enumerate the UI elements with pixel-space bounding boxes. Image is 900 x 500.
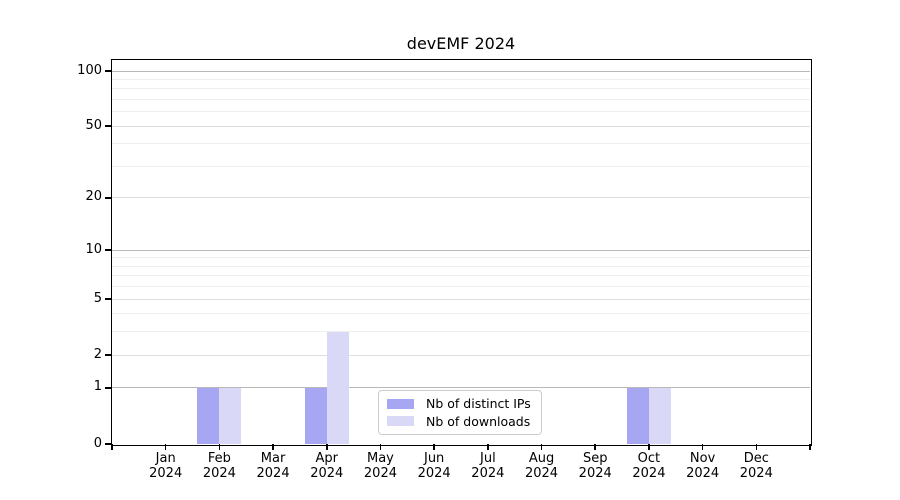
x-tick — [433, 444, 435, 450]
x-tick — [164, 444, 167, 450]
x-tick — [487, 444, 489, 450]
x-tick-label: Jul 2024 — [471, 451, 505, 481]
gridline-minor — [112, 265, 810, 267]
x-tick-label: Nov 2024 — [686, 451, 720, 481]
x-tick-label: Sep 2024 — [578, 451, 612, 481]
gridline-minor — [112, 165, 810, 167]
x-tick — [755, 444, 758, 450]
x-tick — [648, 444, 650, 450]
gridline-minor — [112, 111, 810, 113]
x-tick-label: Jun 2024 — [417, 451, 451, 481]
x-tick-label: Feb 2024 — [202, 451, 236, 481]
x-tick-label: Aug 2024 — [524, 451, 559, 481]
x-tick-label: Jan 2024 — [149, 451, 183, 481]
gridline-minor — [112, 286, 810, 288]
y-tick — [105, 125, 112, 127]
y-tick-label: 10 — [85, 241, 102, 257]
gridline-minor — [112, 275, 810, 277]
x-tick-label: Mar 2024 — [256, 451, 290, 481]
y-tick-label: 5 — [93, 290, 102, 306]
x-tick — [218, 444, 221, 450]
gridline-minor — [112, 98, 810, 100]
y-tick-label: 1 — [93, 379, 102, 395]
x-tick-label: May 2024 — [363, 451, 397, 481]
gridline-major — [112, 387, 810, 389]
y-tick-label: 50 — [85, 117, 102, 133]
chart-title: devEMF 2024 — [406, 34, 516, 53]
y-tick — [105, 387, 112, 389]
gridline-minor — [112, 197, 810, 199]
x-tick — [326, 444, 328, 450]
legend-label: Nb of downloads — [426, 413, 531, 429]
x-tick — [809, 444, 811, 450]
gridline-minor — [112, 78, 810, 80]
bar-downloads-feb — [219, 387, 242, 444]
y-tick — [105, 443, 112, 445]
y-tick — [105, 354, 112, 356]
legend-swatch-distinct-ips — [387, 398, 414, 409]
gridline-minor — [112, 257, 810, 259]
legend: Nb of distinct IPs Nb of downloads — [378, 390, 542, 435]
legend-item-downloads: Nb of downloads — [387, 414, 533, 429]
legend-item-distinct-ips: Nb of distinct IPs — [387, 396, 533, 411]
x-tick-label: Oct 2024 — [632, 451, 666, 481]
gridline-minor — [112, 143, 810, 145]
bar-distinct-ips-oct — [626, 387, 649, 444]
y-tick — [105, 298, 112, 300]
y-tick-label: 0 — [93, 435, 102, 451]
gridline-minor — [112, 88, 810, 90]
x-tick — [111, 444, 113, 450]
y-tick-label: 2 — [93, 346, 102, 362]
bar-distinct-ips-feb — [197, 387, 220, 444]
gridline-major — [112, 70, 810, 72]
gridline-minor — [112, 313, 810, 315]
legend-label: Nb of distinct IPs — [426, 396, 531, 412]
x-tick-label: Dec 2024 — [739, 451, 773, 481]
bar-downloads-oct — [648, 387, 671, 444]
x-tick — [701, 444, 704, 450]
gridline-minor — [112, 298, 810, 300]
x-tick — [594, 444, 596, 450]
y-tick — [105, 249, 112, 251]
y-tick — [105, 70, 112, 72]
gridline-minor — [112, 354, 810, 356]
y-tick — [105, 197, 112, 199]
x-tick — [540, 444, 543, 450]
gridline-minor — [112, 125, 810, 127]
legend-swatch-downloads — [387, 416, 414, 427]
y-tick-label: 100 — [77, 62, 102, 78]
bar-distinct-ips-apr — [304, 387, 327, 444]
x-tick — [272, 444, 274, 450]
y-tick-label: 20 — [85, 189, 102, 205]
x-tick-label: Apr 2024 — [310, 451, 344, 481]
x-tick — [379, 444, 382, 450]
gridline-minor — [112, 331, 810, 333]
gridline-major — [112, 249, 810, 251]
bar-downloads-apr — [326, 331, 349, 444]
